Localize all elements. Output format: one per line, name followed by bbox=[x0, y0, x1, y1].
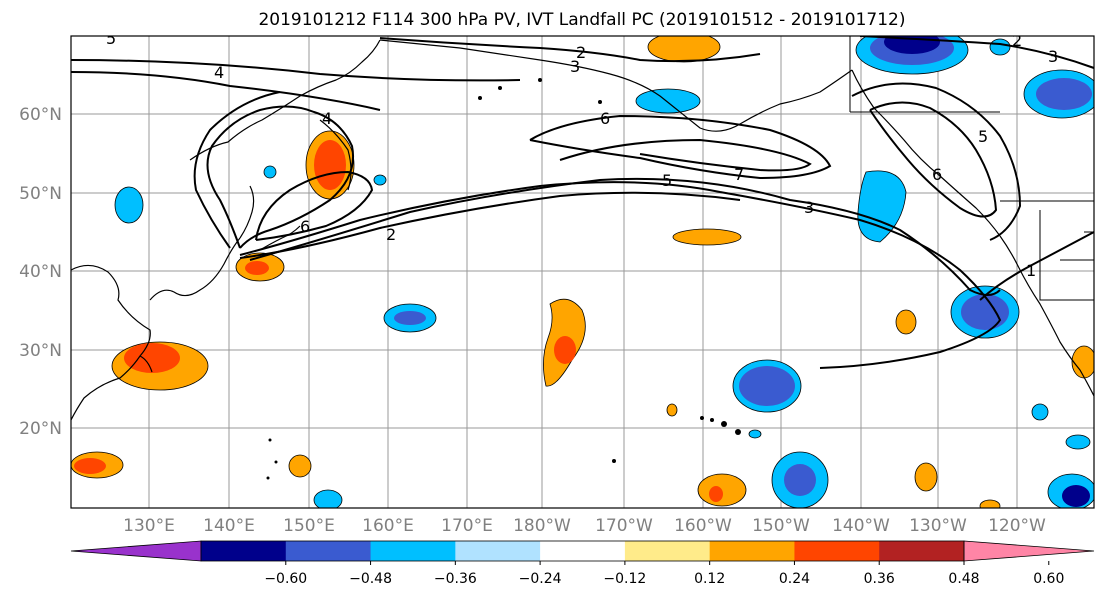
lat-label: 20°N bbox=[19, 419, 62, 439]
contour-label: 6 bbox=[600, 109, 610, 128]
lon-label: 140°E bbox=[203, 516, 255, 536]
colorbar-tick-label: −0.60 bbox=[264, 571, 307, 587]
graticule bbox=[71, 36, 1094, 508]
contour-label: 6 bbox=[932, 165, 942, 184]
borders bbox=[849, 36, 1094, 301]
lon-label: 180°W bbox=[513, 516, 571, 536]
colorbar-segment bbox=[709, 541, 795, 561]
contour-label: 5 bbox=[978, 127, 988, 146]
contour-label: 4 bbox=[322, 109, 332, 128]
lon-label: 150°E bbox=[283, 516, 335, 536]
colorbar-outline bbox=[200, 540, 965, 562]
map-area bbox=[71, 36, 1094, 508]
ivt-contours bbox=[71, 36, 1094, 369]
contour-label: 2 bbox=[386, 225, 396, 244]
lon-label: 170°E bbox=[441, 516, 493, 536]
colorbar-tick-label: −0.36 bbox=[434, 571, 477, 587]
colorbar-tick-label: 0.48 bbox=[948, 571, 979, 587]
lon-label: 160°W bbox=[674, 516, 732, 536]
pv-shading bbox=[71, 36, 1094, 508]
colorbar: −0.60 −0.48 −0.36 −0.24 −0.12 0.12 0.24 0.36 0.4… bbox=[70, 540, 1095, 587]
lat-labels: 20°N 30°N 40°N 50°N 60°N bbox=[19, 105, 62, 439]
lat-label: 40°N bbox=[19, 262, 62, 282]
colorbar-segment bbox=[624, 541, 711, 561]
contour-label: 5 bbox=[662, 171, 672, 190]
lon-label: 120°W bbox=[988, 516, 1046, 536]
lon-label: 130°E bbox=[123, 516, 175, 536]
lat-label: 60°N bbox=[19, 105, 62, 125]
contour-label: 3 bbox=[570, 57, 580, 76]
colorbar-extend-high bbox=[963, 540, 1095, 562]
colorbar-tick-label: −0.48 bbox=[349, 571, 392, 587]
map-frame bbox=[70, 35, 1095, 509]
colorbar-extend-low bbox=[70, 540, 202, 562]
colorbar-tick-label: −0.24 bbox=[519, 571, 562, 587]
lon-labels: 130°E 140°E 150°E 160°E 170°E 180°W 170°… bbox=[123, 516, 1046, 536]
contour-label: 3 bbox=[1048, 47, 1058, 66]
colorbar-tick-label: 0.12 bbox=[694, 571, 725, 587]
colorbar-segment bbox=[794, 541, 880, 561]
contour-label: 5 bbox=[106, 29, 116, 48]
contour-label: 7 bbox=[734, 165, 744, 184]
contour-label: 4 bbox=[214, 63, 224, 82]
contour-label: 1 bbox=[1026, 261, 1036, 280]
colorbar-tick-label: 0.36 bbox=[864, 571, 895, 587]
colorbar-segment bbox=[370, 541, 456, 561]
colorbar-segment bbox=[285, 541, 372, 561]
islands bbox=[266, 78, 741, 480]
colorbar-segment bbox=[879, 541, 965, 561]
contour-label: 3 bbox=[804, 198, 814, 217]
colorbar-segment bbox=[455, 541, 541, 561]
map-title: 2019101212 F114 300 hPa PV, IVT Landfall… bbox=[258, 10, 905, 30]
colorbar-segment bbox=[540, 541, 626, 561]
colorbar-tick-label: 0.24 bbox=[779, 571, 810, 587]
lon-label: 140°W bbox=[832, 516, 890, 536]
colorbar-tick-label: 0.60 bbox=[1033, 571, 1064, 587]
lon-label: 160°E bbox=[362, 516, 414, 536]
contour-label: 2 bbox=[1012, 31, 1022, 50]
lon-label: 170°W bbox=[595, 516, 653, 536]
contour-label-group: 5 4 2 3 4 6 7 5 3 2 6 6 5 3 1 2 bbox=[106, 29, 1058, 280]
colorbar-tick-label: −0.12 bbox=[603, 571, 646, 587]
colorbar-segment bbox=[201, 541, 287, 561]
contour-label: 6 bbox=[300, 217, 310, 236]
lon-label: 130°W bbox=[909, 516, 967, 536]
contour-label: 2 bbox=[576, 43, 586, 62]
lat-label: 50°N bbox=[19, 184, 62, 204]
lon-label: 150°W bbox=[752, 516, 810, 536]
lat-label: 30°N bbox=[19, 341, 62, 361]
